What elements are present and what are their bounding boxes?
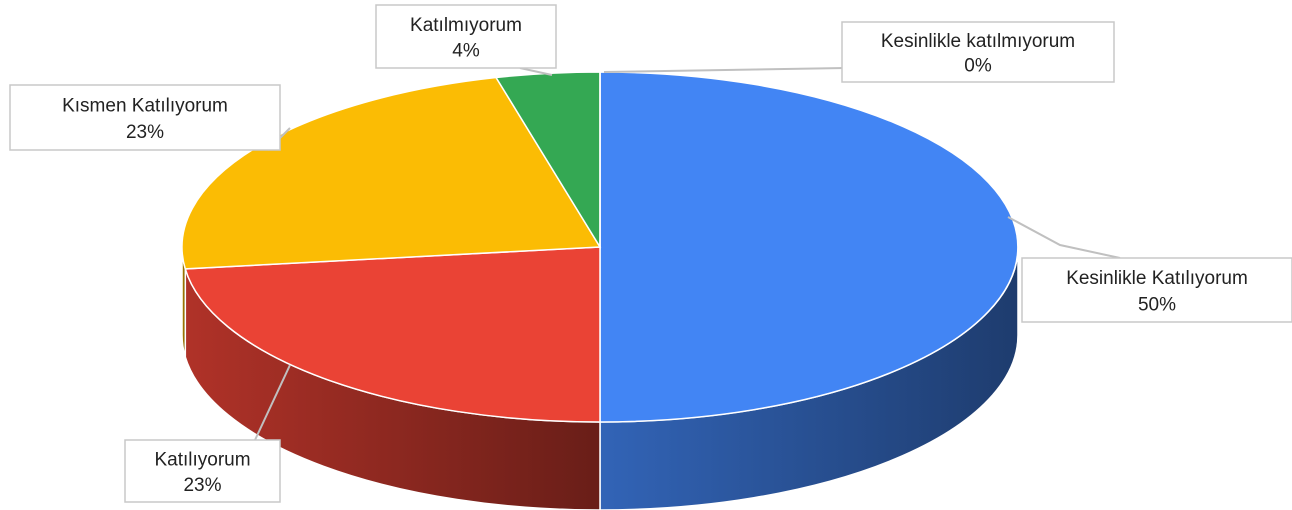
label-value: 23% <box>183 475 221 496</box>
pie-tops <box>181 71 1019 423</box>
label-category: Katılmıyorum <box>410 15 522 36</box>
label-value: 4% <box>452 41 480 62</box>
label-box <box>1021 257 1292 323</box>
label-category: Kısmen Katılıyorum <box>62 95 228 116</box>
pie-slice <box>184 246 601 423</box>
label-category: Katılıyorum <box>154 449 250 470</box>
leader-line <box>254 364 291 441</box>
data-labels: Kesinlikle Katılıyorum 50% Katılıyorum 23% K… <box>9 4 1292 503</box>
label-category: Kesinlikle Katılıyorum <box>1066 268 1248 289</box>
pie-slice <box>599 71 1019 423</box>
leader-line <box>1007 216 1121 259</box>
label-box <box>375 4 557 69</box>
leader-line <box>519 67 553 76</box>
label-value: 50% <box>1138 294 1176 315</box>
label-value: 0% <box>964 55 992 76</box>
label-box <box>9 84 281 151</box>
leader-line <box>603 67 846 73</box>
label-box <box>841 21 1115 83</box>
label-value: 23% <box>126 122 164 143</box>
label-box <box>124 439 281 503</box>
label-category: Kesinlikle katılmıyorum <box>881 31 1075 52</box>
